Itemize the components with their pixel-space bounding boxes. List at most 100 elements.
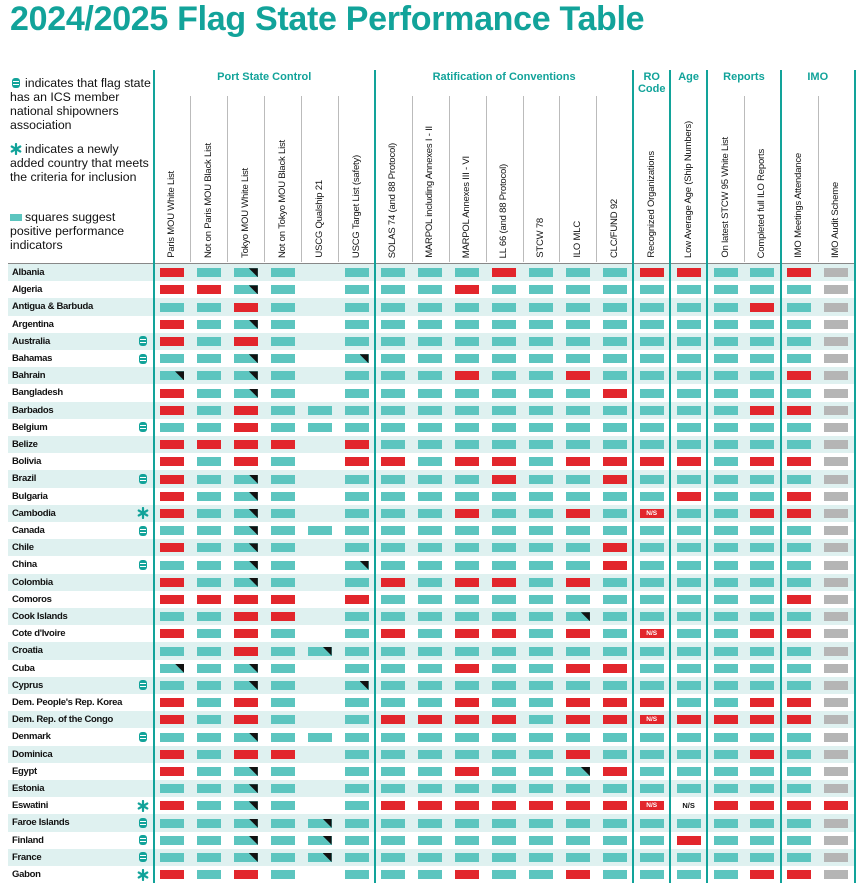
cell-g: [639, 285, 664, 295]
cell-r: [565, 715, 590, 725]
cell-c: [160, 371, 184, 381]
cell-g: [455, 319, 480, 329]
cell-g: [713, 784, 738, 794]
cell-c: [233, 285, 258, 295]
cell-g: [565, 354, 590, 364]
cell-g: [344, 474, 369, 484]
cell-r: [565, 870, 590, 880]
cell-y: [824, 440, 849, 450]
cell-g: [639, 491, 664, 501]
cell-r: [787, 870, 812, 880]
cell-g: [492, 491, 517, 501]
country-name: Croatia: [12, 645, 43, 657]
cell-g: [676, 371, 701, 381]
cell-g: [676, 681, 701, 690]
cell-g: [713, 870, 738, 880]
country-name: Bahrain: [12, 370, 46, 382]
country-name: Chile: [12, 542, 34, 554]
cell-g: [676, 474, 701, 484]
cell-corner: [248, 818, 258, 828]
cell-y: [824, 337, 849, 346]
country-name: France: [12, 851, 42, 863]
group-divider: [373, 70, 376, 883]
cell-r: [455, 285, 480, 295]
cell-g: [676, 646, 701, 656]
cell-c: [344, 560, 369, 570]
cell-g: [381, 681, 406, 690]
cell-g: [713, 560, 738, 570]
cell-g: [455, 681, 480, 690]
cell-c: [233, 526, 258, 536]
cell-g: [196, 319, 221, 329]
cell-g: [418, 767, 443, 776]
cell-g: [344, 543, 369, 553]
cell-g: [455, 388, 480, 398]
cell-g: [602, 405, 627, 415]
cell-y: [824, 491, 849, 501]
cell-g: [492, 560, 517, 570]
cell-g: [196, 646, 221, 656]
cell-g: [270, 681, 295, 690]
cell-g: [196, 681, 221, 690]
cell-r: [160, 715, 184, 725]
cell-g: [529, 405, 553, 415]
column-divider: [522, 96, 524, 262]
header-rule: [8, 263, 855, 264]
cell-na: N/S: [639, 629, 664, 639]
cell-g: [713, 423, 738, 432]
cell-g: [381, 732, 406, 742]
ics-icon: [139, 852, 147, 863]
cell-g: [270, 818, 295, 828]
cell-r: [787, 715, 812, 725]
cell-corner: [359, 354, 369, 364]
cell-y: [824, 302, 849, 312]
cell-g: [196, 543, 221, 553]
cell-r: [196, 285, 221, 295]
cell-g: [492, 784, 517, 794]
cell-g: [381, 698, 406, 708]
cell-g: [418, 457, 443, 467]
cell-g: [196, 698, 221, 708]
cell-g: [344, 337, 369, 346]
cell-g: [418, 474, 443, 484]
cell-g: [196, 784, 221, 794]
cell-r: [160, 629, 184, 639]
cell-r: [418, 715, 443, 725]
cell-g: [492, 870, 517, 880]
cell-g: [565, 560, 590, 570]
cell-r: [233, 629, 258, 639]
cell-r: [160, 801, 184, 811]
cell-g: [676, 870, 701, 880]
cell-g: [381, 302, 406, 312]
cell-g: [529, 526, 553, 536]
cell-c: [233, 509, 258, 518]
cell-r: [344, 440, 369, 450]
cell-c: [233, 371, 258, 381]
cell-g: [344, 388, 369, 398]
cell-g: [750, 663, 775, 673]
cell-r: [787, 801, 812, 811]
cell-corner: [248, 371, 258, 381]
cell-g: [418, 268, 443, 278]
cell-g: [381, 337, 406, 346]
cell-r: [602, 543, 627, 553]
cell-g: [713, 818, 738, 828]
cell-r: [676, 457, 701, 467]
cell-g: [602, 784, 627, 794]
cell-g: [713, 319, 738, 329]
cell-g: [565, 818, 590, 828]
cell-g: [196, 268, 221, 278]
country-name: Egypt: [12, 765, 37, 777]
cell-r: [160, 543, 184, 553]
cell-c: [233, 474, 258, 484]
cell-r: [160, 268, 184, 278]
cell-r: [344, 595, 369, 604]
cell-g: [602, 440, 627, 450]
cell-y: [824, 853, 849, 862]
cell-g: [344, 646, 369, 656]
cell-c: [565, 612, 590, 622]
cell-g: [492, 612, 517, 622]
cell-g: [160, 354, 184, 364]
column-header: On latest STCW 95 White List: [719, 137, 731, 258]
cell-g: [270, 698, 295, 708]
